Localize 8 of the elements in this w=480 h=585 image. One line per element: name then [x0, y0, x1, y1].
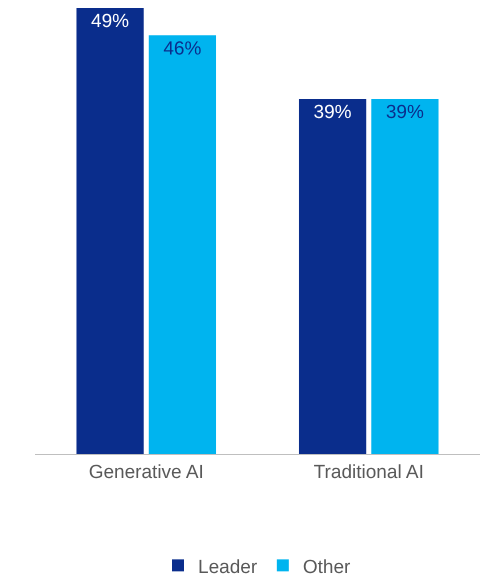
data-label: 46%	[163, 38, 202, 60]
legend-label: Leader	[198, 556, 258, 578]
x-tick-label: Generative AI	[88, 462, 204, 483]
legend-label: Other	[302, 556, 352, 578]
data-label: 39%	[314, 102, 352, 124]
data-label: 49%	[91, 11, 130, 32]
x-tick-label: Traditional AI	[314, 462, 424, 483]
data-label: 39%	[386, 102, 424, 124]
